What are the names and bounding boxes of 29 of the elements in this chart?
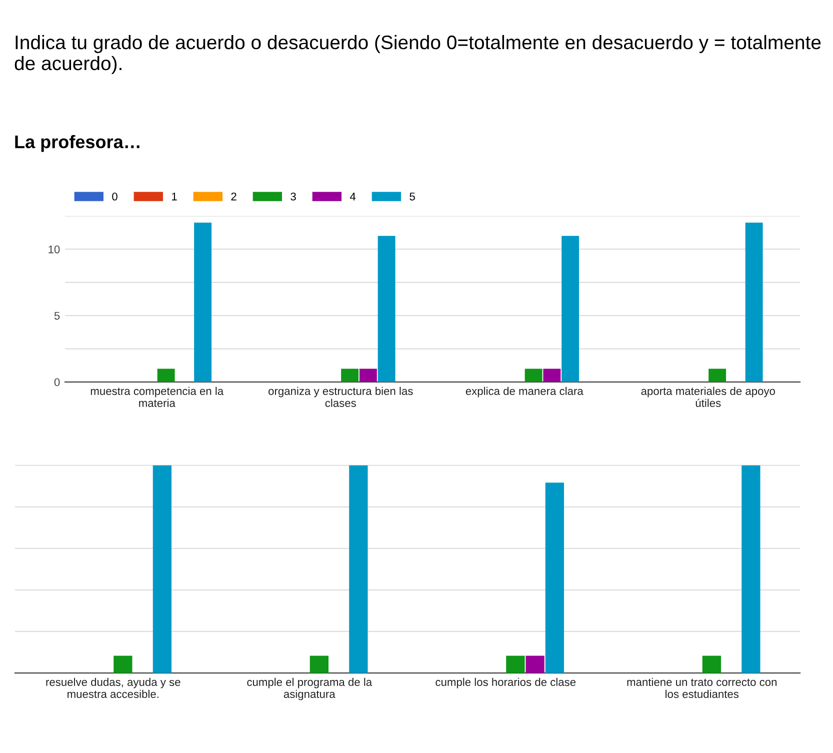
- chart-title: Indica tu grado de acuerdo o desacuerdo (Siendo 0=totalmente en desacuerdo y = totalmente de acuerdo).: [14, 35, 821, 74]
- x-tick-label: cumple los horarios de clase: [436, 678, 576, 688]
- y-tick-label: 10: [48, 245, 60, 254]
- bar: [524, 368, 542, 382]
- x-tick-label: muestra competencia en la materia: [90, 386, 224, 407]
- bar: [341, 368, 359, 382]
- x-tick-label: resuelve dudas, ayuda y se muestra accesible.: [46, 678, 180, 698]
- legend-label: 0: [112, 192, 118, 200]
- bar: [378, 236, 396, 382]
- bar: [543, 368, 561, 382]
- y-tick-label: 0: [54, 378, 60, 386]
- y-tick-label: 5: [54, 312, 60, 320]
- bar: [157, 368, 175, 382]
- bar: [359, 368, 377, 382]
- x-tick-label: mantiene un trato correcto con los estudiantes: [627, 678, 777, 698]
- bar: [194, 222, 212, 382]
- legend-label: 1: [172, 192, 177, 200]
- x-tick-label: aporta materiales de apoyo útiles: [641, 386, 775, 407]
- bar: [562, 236, 580, 382]
- legend-label: 5: [410, 192, 415, 200]
- x-tick-label: organiza y estructura bien las clases: [268, 386, 413, 407]
- legend-label: 4: [350, 192, 356, 200]
- x-tick-label: explica de manera clara: [466, 386, 584, 398]
- bar: [708, 368, 726, 382]
- x-tick-label: cumple el programa de la asignatura: [247, 678, 372, 700]
- chart-subtitle: La profesora…: [15, 135, 140, 152]
- legend-label: 3: [290, 192, 296, 200]
- legend-label: 2: [231, 192, 236, 200]
- bar: [745, 222, 763, 382]
